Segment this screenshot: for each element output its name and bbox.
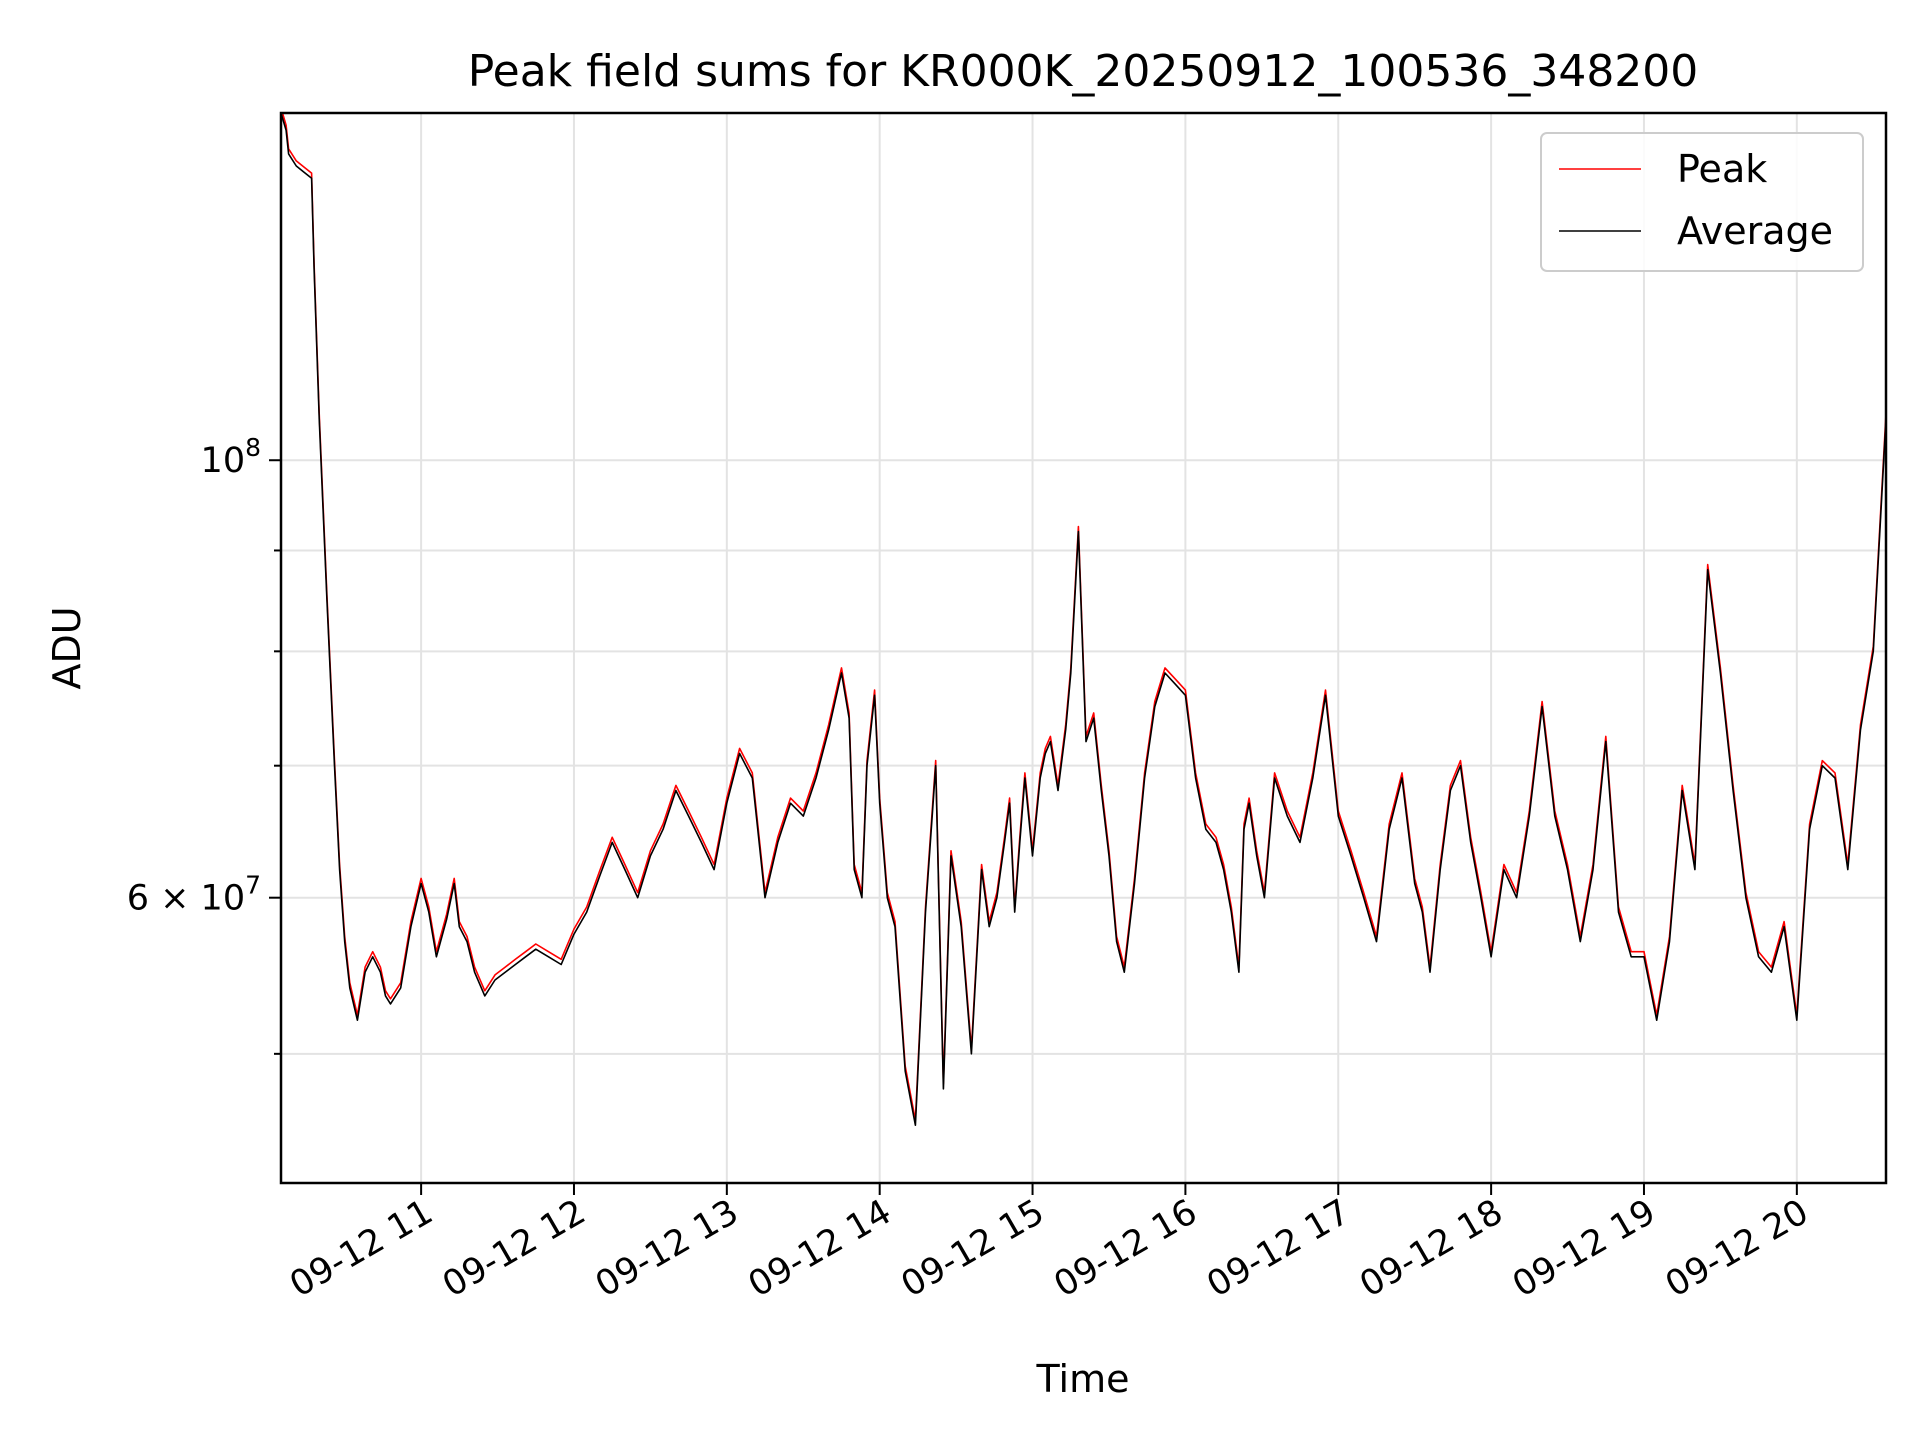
- series-line-average: [281, 113, 1886, 1126]
- legend-box: [1540, 132, 1864, 272]
- y-tick-label: 6 × 107: [127, 871, 261, 919]
- chart-title: Peak field sums for KR000K_20250912_1005…: [468, 46, 1699, 97]
- legend: Peak Average: [1540, 132, 1864, 272]
- x-axis-label: Time: [1036, 1357, 1130, 1401]
- series-lines: [281, 113, 1886, 1126]
- y-tick-label: 108: [201, 433, 261, 481]
- grid: [281, 113, 1886, 1183]
- y-axis-label: ADU: [45, 606, 89, 689]
- legend-label-average: Average: [1677, 209, 1833, 253]
- legend-label-peak: Peak: [1677, 147, 1767, 191]
- plot-frame: [279, 111, 1888, 1185]
